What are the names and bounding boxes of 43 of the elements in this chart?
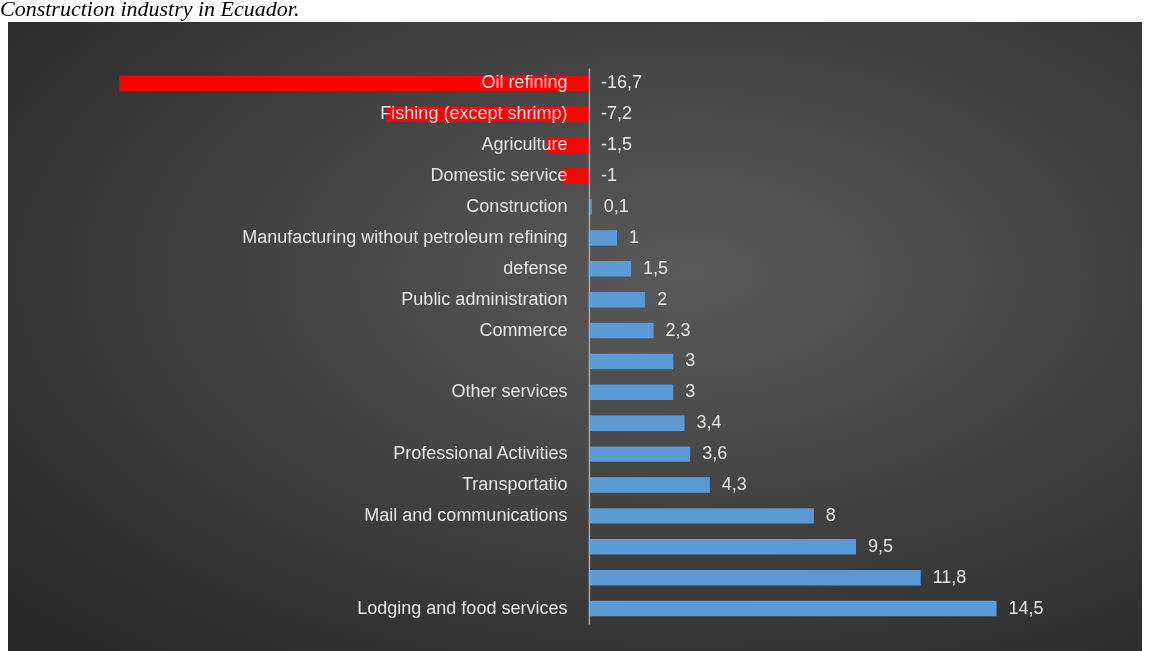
y-tick-label: Other services xyxy=(451,381,568,402)
bar xyxy=(588,477,710,493)
data-label: -1,5 xyxy=(600,134,632,155)
bar xyxy=(588,569,921,586)
bar xyxy=(588,508,814,524)
y-tick-label: Professional Activities xyxy=(393,443,568,464)
data-label: 14,5 xyxy=(1008,597,1044,618)
bar xyxy=(588,261,632,277)
y-tick-label: defense xyxy=(503,257,568,278)
y-tick-label: Manufacturing without petroleum refining xyxy=(242,226,568,247)
data-label: 8 xyxy=(825,504,836,525)
data-label: -1 xyxy=(600,165,617,186)
y-tick-label: Commerce xyxy=(479,319,568,340)
bar xyxy=(588,291,646,308)
y-tick-label: Lodging and food services xyxy=(357,597,568,618)
y-tick-label: Mail and communications xyxy=(364,504,568,525)
data-label: 3,6 xyxy=(702,443,728,464)
bar xyxy=(588,446,691,462)
y-tick-label: Public administration xyxy=(401,288,568,309)
data-label: 9,5 xyxy=(868,535,894,556)
data-label: 2,3 xyxy=(665,319,691,340)
data-label: 11,8 xyxy=(932,566,967,587)
chart-title: Construction industry in Ecuador. xyxy=(0,0,300,22)
data-label: 3 xyxy=(685,381,696,402)
data-label: 4,3 xyxy=(721,474,747,494)
bar xyxy=(588,539,857,555)
data-label: 3,4 xyxy=(696,412,722,433)
y-tick-label: Transportatio xyxy=(462,474,568,494)
data-label: 2 xyxy=(657,288,668,309)
data-label: 0,1 xyxy=(603,196,629,216)
y-tick-label: Oil refining xyxy=(481,72,568,93)
data-label: 1 xyxy=(629,226,640,247)
bar xyxy=(588,384,674,401)
bar xyxy=(588,230,618,246)
data-label: -16,7 xyxy=(600,72,642,93)
bar xyxy=(588,415,685,431)
data-label: 3 xyxy=(685,350,696,371)
data-label: -7,2 xyxy=(600,103,632,124)
y-tick-label: Construction xyxy=(466,196,568,216)
bar xyxy=(588,322,654,339)
data-label: 1,5 xyxy=(643,257,669,278)
bar xyxy=(588,600,997,617)
bar xyxy=(588,353,674,370)
